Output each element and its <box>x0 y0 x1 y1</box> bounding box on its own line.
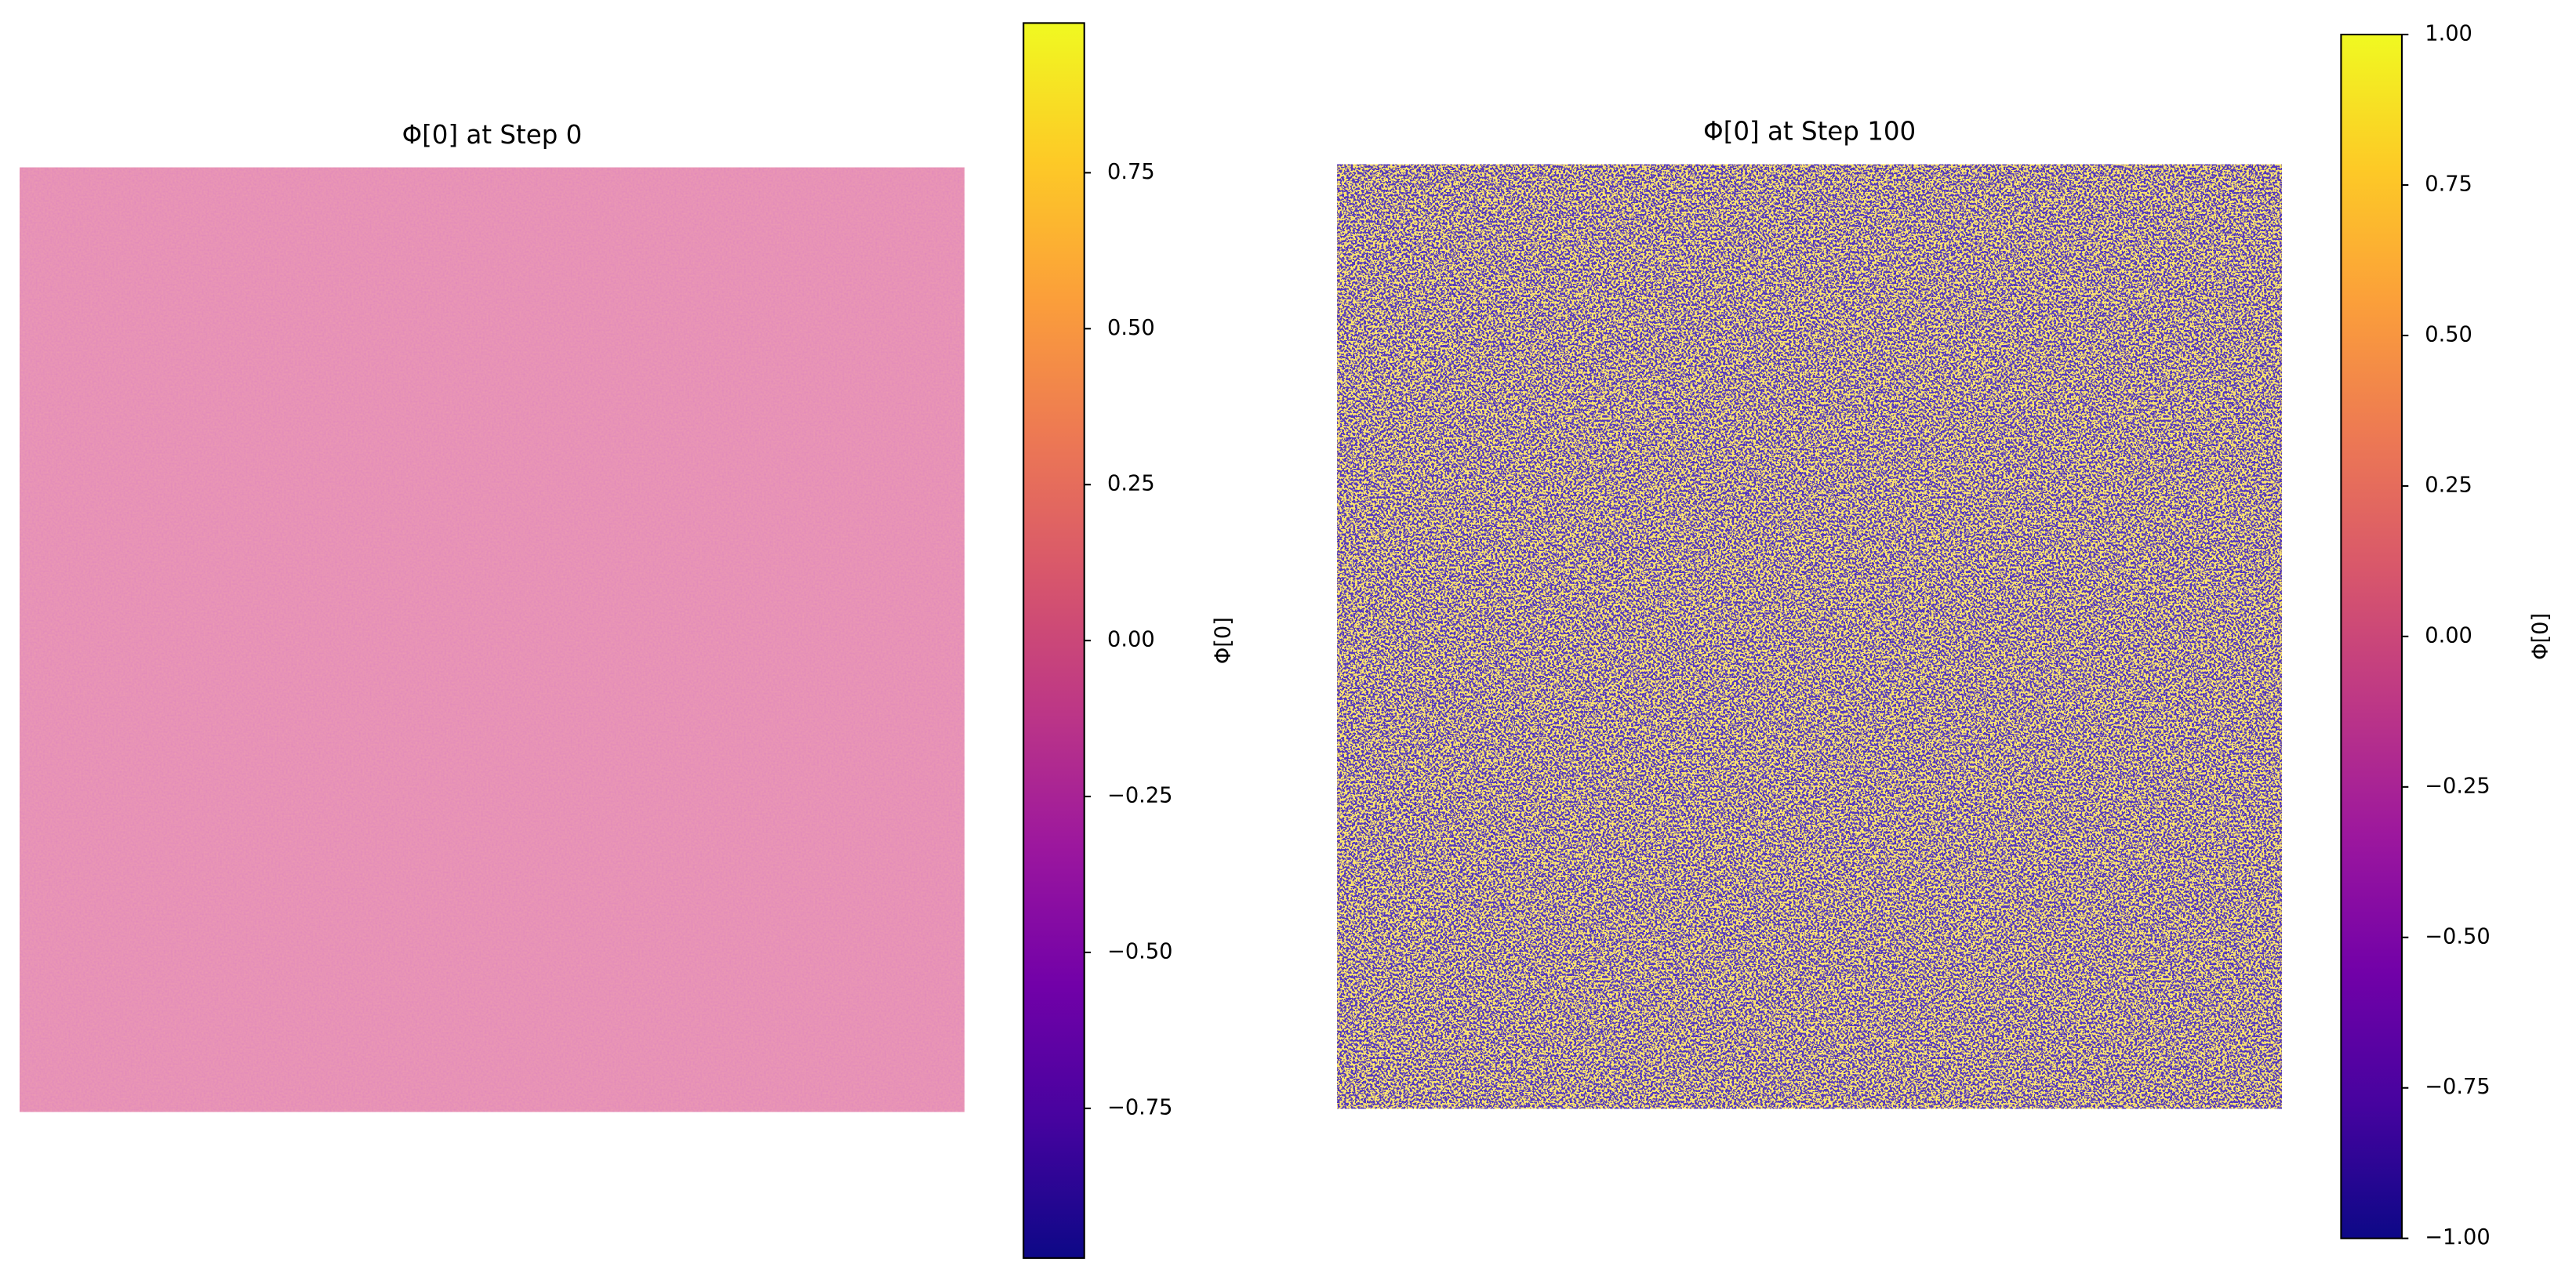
colorbar-tick-label: 0.50 <box>2425 322 2472 346</box>
colorbar-tick-label: 0.00 <box>2425 623 2472 648</box>
colorbar <box>2340 34 2403 1239</box>
colorbar-label: Φ[0] <box>2529 613 2553 660</box>
colorbar-label: Φ[0] <box>1211 617 1235 664</box>
colorbar-tick-label: −0.25 <box>1107 784 1172 808</box>
colorbar-tick-label: 0.50 <box>1107 316 1155 340</box>
heatmap-image <box>20 167 965 1112</box>
heatmap-image <box>1337 164 2282 1109</box>
chart-title: Φ[0] at Step 100 <box>1703 117 1916 147</box>
colorbar-tick-label: −0.25 <box>2425 774 2490 798</box>
colorbar-tick-label: −0.50 <box>1107 939 1172 963</box>
colorbar <box>1023 22 1085 1259</box>
colorbar-tick-label: 0.25 <box>1107 472 1155 496</box>
colorbar-tick-label: 1.00 <box>2425 22 2472 46</box>
colorbar-tick-label: −1.00 <box>2425 1225 2490 1250</box>
colorbar-tick-label: 0.00 <box>1107 628 1155 652</box>
colorbar-tick-label: 0.25 <box>2425 473 2472 497</box>
colorbar-tick-label: 0.75 <box>1107 160 1155 184</box>
colorbar-tick-label: 0.75 <box>2425 172 2472 197</box>
chart-title: Φ[0] at Step 0 <box>402 120 583 150</box>
colorbar-tick-label: −0.75 <box>2425 1075 2490 1099</box>
colorbar-tick-label: −0.50 <box>2425 924 2490 949</box>
colorbar-tick-label: −0.75 <box>1107 1095 1172 1119</box>
